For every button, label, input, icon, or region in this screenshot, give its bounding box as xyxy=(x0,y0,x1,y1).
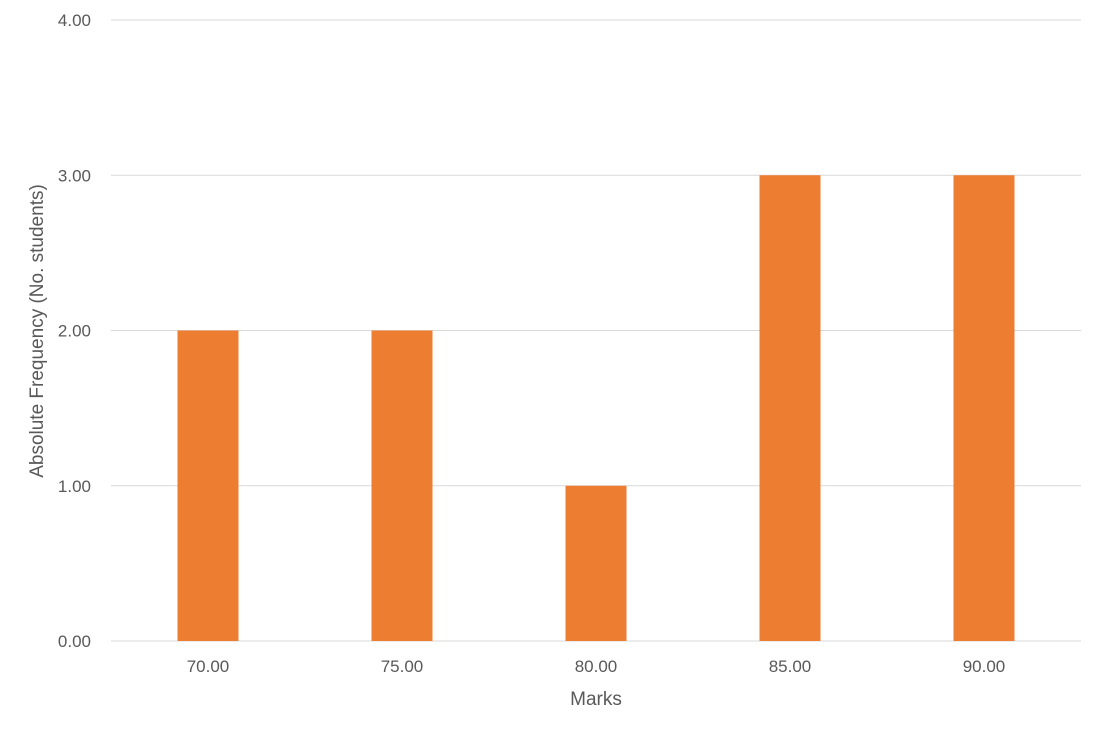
x-axis-title: Marks xyxy=(570,689,622,710)
y-axis-title: Absolute Frequency (No. students) xyxy=(27,184,48,478)
x-tick-label: 75.00 xyxy=(381,657,424,676)
bar xyxy=(565,485,627,641)
x-tick-label: 85.00 xyxy=(769,657,812,676)
x-tick-label: 90.00 xyxy=(963,657,1006,676)
bars xyxy=(177,175,1015,641)
y-tick-label: 0.00 xyxy=(58,632,91,651)
bar xyxy=(953,175,1015,641)
y-tick-label: 3.00 xyxy=(58,166,91,185)
bar xyxy=(759,175,821,641)
x-tick-label: 80.00 xyxy=(575,657,618,676)
y-tick-label: 1.00 xyxy=(58,477,91,496)
y-axis-ticks: 0.00 1.00 2.00 3.00 4.00 xyxy=(58,11,91,651)
y-tick-label: 2.00 xyxy=(58,322,91,341)
bar xyxy=(177,330,239,641)
bar xyxy=(371,330,433,641)
x-tick-label: 70.00 xyxy=(187,657,230,676)
gridlines xyxy=(111,19,1081,642)
x-axis-ticks: 70.00 75.00 80.00 85.00 90.00 xyxy=(187,657,1006,676)
y-tick-label: 4.00 xyxy=(58,11,91,30)
